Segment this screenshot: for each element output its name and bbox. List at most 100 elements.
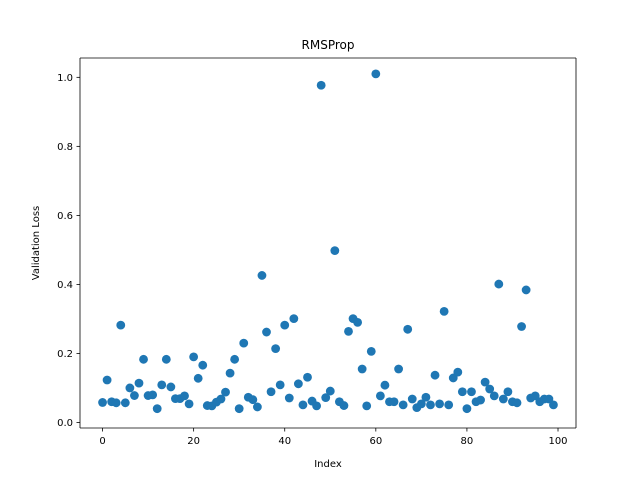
data-point [161, 354, 171, 364]
data-point [416, 399, 426, 409]
y-tick-label: 0.0 [57, 418, 73, 429]
data-point [426, 400, 435, 410]
data-point [184, 399, 194, 409]
data-point [498, 394, 508, 404]
data-point [462, 404, 472, 414]
y-tick-label: 1.0 [57, 73, 73, 84]
data-point [503, 387, 513, 397]
data-point [398, 400, 408, 410]
data-point [362, 401, 372, 411]
data-point [225, 368, 235, 378]
data-point [116, 320, 126, 330]
data-point [366, 346, 376, 356]
data-point [453, 367, 463, 377]
data-point [248, 395, 258, 405]
plot-area [80, 58, 576, 428]
data-point [325, 386, 335, 396]
data-point [157, 380, 167, 390]
data-point [407, 394, 417, 404]
data-point [344, 326, 353, 336]
data-points [98, 69, 558, 414]
data-point [134, 378, 144, 388]
x-tick-label: 0 [99, 436, 105, 447]
data-point [289, 314, 299, 323]
data-point [166, 382, 176, 392]
data-point [476, 395, 485, 405]
x-axis-ticks: 0 20 40 60 80 100 [99, 428, 568, 447]
data-point [375, 391, 385, 401]
chart-title: RMSProp [302, 38, 355, 52]
data-point [330, 246, 340, 255]
data-point [239, 338, 249, 348]
data-point [321, 393, 331, 403]
data-point [152, 404, 162, 414]
data-point [316, 80, 326, 90]
y-tick-label: 0.8 [57, 142, 73, 153]
data-point [485, 384, 495, 394]
data-point [489, 391, 499, 401]
x-tick-label: 100 [548, 436, 567, 447]
data-point [284, 393, 294, 403]
data-point [430, 370, 440, 380]
data-point [180, 391, 189, 401]
data-point [494, 279, 504, 289]
data-point [262, 327, 271, 337]
data-point [221, 387, 230, 397]
data-point [353, 317, 363, 327]
data-point [439, 306, 449, 316]
x-tick-label: 20 [187, 436, 200, 447]
data-point [480, 377, 490, 387]
data-point [303, 372, 312, 382]
data-point [421, 392, 431, 402]
data-point [148, 390, 158, 400]
y-axis-ticks: 0.0 0.2 0.4 0.6 0.8 1.0 [57, 73, 80, 429]
data-point [521, 285, 531, 295]
data-point [280, 320, 290, 330]
data-point [193, 373, 203, 383]
data-point [312, 401, 322, 411]
data-point [275, 380, 285, 390]
y-tick-label: 0.6 [57, 211, 73, 222]
axes-frame [79, 57, 577, 429]
data-point [394, 364, 403, 374]
data-point [234, 404, 244, 414]
data-point [139, 354, 148, 364]
x-tick-label: 60 [369, 436, 382, 447]
data-point [389, 397, 399, 407]
data-point [403, 324, 413, 334]
data-point [120, 398, 130, 408]
x-axis-label: Index [314, 459, 342, 470]
data-point [198, 360, 208, 370]
data-point [271, 344, 281, 354]
data-point [189, 352, 199, 362]
data-point [293, 379, 303, 389]
data-point [125, 383, 135, 393]
data-point [371, 69, 381, 79]
data-point [380, 380, 390, 390]
data-point [444, 400, 454, 410]
data-point [111, 398, 121, 408]
data-point [339, 401, 349, 410]
y-tick-label: 0.4 [57, 280, 73, 291]
data-point [549, 400, 558, 410]
data-point [216, 394, 226, 404]
y-axis-label: Validation Loss [31, 206, 42, 281]
x-tick-label: 80 [461, 436, 474, 447]
data-point [435, 399, 444, 409]
data-point [357, 364, 367, 374]
data-point [467, 387, 476, 397]
data-point [257, 271, 267, 280]
data-point [98, 398, 107, 407]
data-point [517, 322, 526, 331]
x-tick-label: 40 [278, 436, 291, 447]
y-tick-label: 0.2 [57, 349, 73, 360]
data-point [102, 375, 112, 385]
data-point [266, 387, 276, 397]
data-point [253, 402, 262, 412]
data-point [230, 354, 240, 364]
data-point [130, 391, 139, 400]
data-point [512, 398, 522, 408]
data-point [298, 400, 308, 410]
data-point [457, 387, 467, 397]
